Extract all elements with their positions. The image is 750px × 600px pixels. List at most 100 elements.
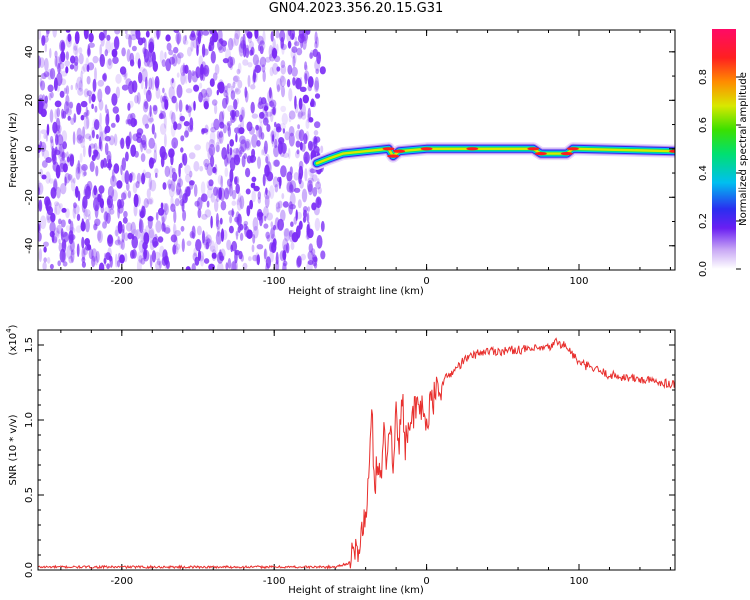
noise-blob [235, 230, 239, 240]
noise-blob [165, 58, 172, 72]
noise-blob [197, 250, 205, 262]
noise-blob [179, 112, 183, 127]
noise-blob [127, 113, 134, 126]
noise-blob [115, 73, 122, 84]
noise-blob [208, 30, 213, 36]
noise-blob [217, 38, 223, 51]
noise-blob [171, 111, 176, 125]
noise-blob [160, 202, 164, 210]
noise-blob [195, 66, 201, 79]
noise-blob [91, 255, 96, 268]
noise-blob [60, 51, 66, 63]
noise-blob [201, 193, 205, 204]
noise-blob [208, 263, 215, 270]
noise-blob [141, 68, 148, 82]
noise-blob [278, 178, 282, 190]
noise-blob [43, 246, 47, 253]
noise-blob [164, 51, 167, 60]
noise-blob [59, 248, 66, 263]
bottom-xtick-label: -100 [263, 576, 286, 587]
noise-blob [104, 142, 109, 156]
noise-blob [126, 182, 130, 192]
noise-blob [48, 92, 52, 101]
noise-blob [111, 93, 118, 106]
noise-blob [307, 250, 314, 261]
noise-blob [164, 99, 169, 110]
signal-hotspot [560, 152, 573, 156]
noise-blob [85, 185, 91, 200]
noise-blob [61, 207, 67, 213]
noise-blob [173, 121, 178, 131]
noise-blob [58, 151, 65, 162]
noise-blob [313, 206, 320, 216]
noise-blob [80, 100, 88, 108]
noise-blob [44, 43, 47, 53]
noise-blob [204, 162, 209, 171]
noise-blob [204, 209, 212, 218]
noise-blob [92, 78, 97, 92]
noise-blob [172, 222, 176, 235]
noise-blob [180, 135, 185, 142]
noise-blob [113, 36, 120, 50]
noise-blob [103, 211, 109, 222]
noise-blob [184, 74, 188, 84]
noise-blob [104, 206, 110, 215]
noise-blob [91, 103, 94, 109]
noise-blob [252, 217, 259, 231]
noise-blob [148, 77, 153, 90]
noise-blob [220, 175, 223, 189]
noise-blob [251, 190, 256, 203]
noise-blob [40, 129, 48, 135]
noise-blob [235, 133, 238, 143]
noise-blob [231, 38, 236, 47]
noise-blob [68, 101, 74, 109]
noise-blob [73, 188, 77, 197]
noise-blob [55, 230, 60, 239]
noise-blob [187, 69, 192, 84]
noise-blob [136, 92, 141, 105]
noise-blob [244, 86, 248, 99]
noise-blob [301, 30, 309, 44]
noise-blob [263, 223, 269, 229]
noise-blob [305, 151, 308, 166]
noise-blob [154, 132, 157, 139]
noise-blob [65, 225, 70, 232]
noise-blob [269, 185, 275, 200]
noise-blob [290, 221, 294, 227]
noise-blob [319, 66, 326, 75]
noise-blob [314, 31, 318, 45]
noise-blob [218, 111, 224, 126]
noise-blob [43, 71, 50, 78]
noise-blob [112, 106, 120, 114]
noise-blob [290, 48, 296, 59]
noise-blob [115, 114, 120, 123]
noise-blob [227, 37, 234, 51]
noise-blob [110, 122, 116, 128]
noise-blob [39, 168, 43, 177]
noise-blob [214, 164, 218, 175]
noise-blob [215, 231, 222, 245]
bottom-ytick-label: 0.0 [24, 562, 35, 578]
noise-blob [274, 261, 279, 270]
noise-blob [302, 216, 307, 223]
noise-blob [168, 148, 175, 159]
noise-blob [76, 213, 81, 221]
noise-blob [84, 238, 90, 246]
noise-blob [70, 250, 75, 263]
noise-blob [114, 30, 121, 35]
noise-blob [49, 135, 54, 144]
noise-blob [214, 103, 218, 115]
noise-blob [64, 176, 67, 186]
noise-blob [187, 46, 192, 57]
noise-blob [76, 102, 82, 115]
noise-blob [251, 176, 257, 182]
noise-blob [100, 33, 105, 47]
bottom-ytick-label: 1.5 [24, 337, 35, 353]
noise-blob [176, 182, 181, 196]
noise-blob [133, 193, 139, 208]
noise-blob [162, 182, 167, 190]
noise-blob [240, 40, 247, 50]
noise-blob [46, 30, 49, 38]
noise-blob [265, 231, 271, 239]
noise-blob [276, 78, 283, 91]
